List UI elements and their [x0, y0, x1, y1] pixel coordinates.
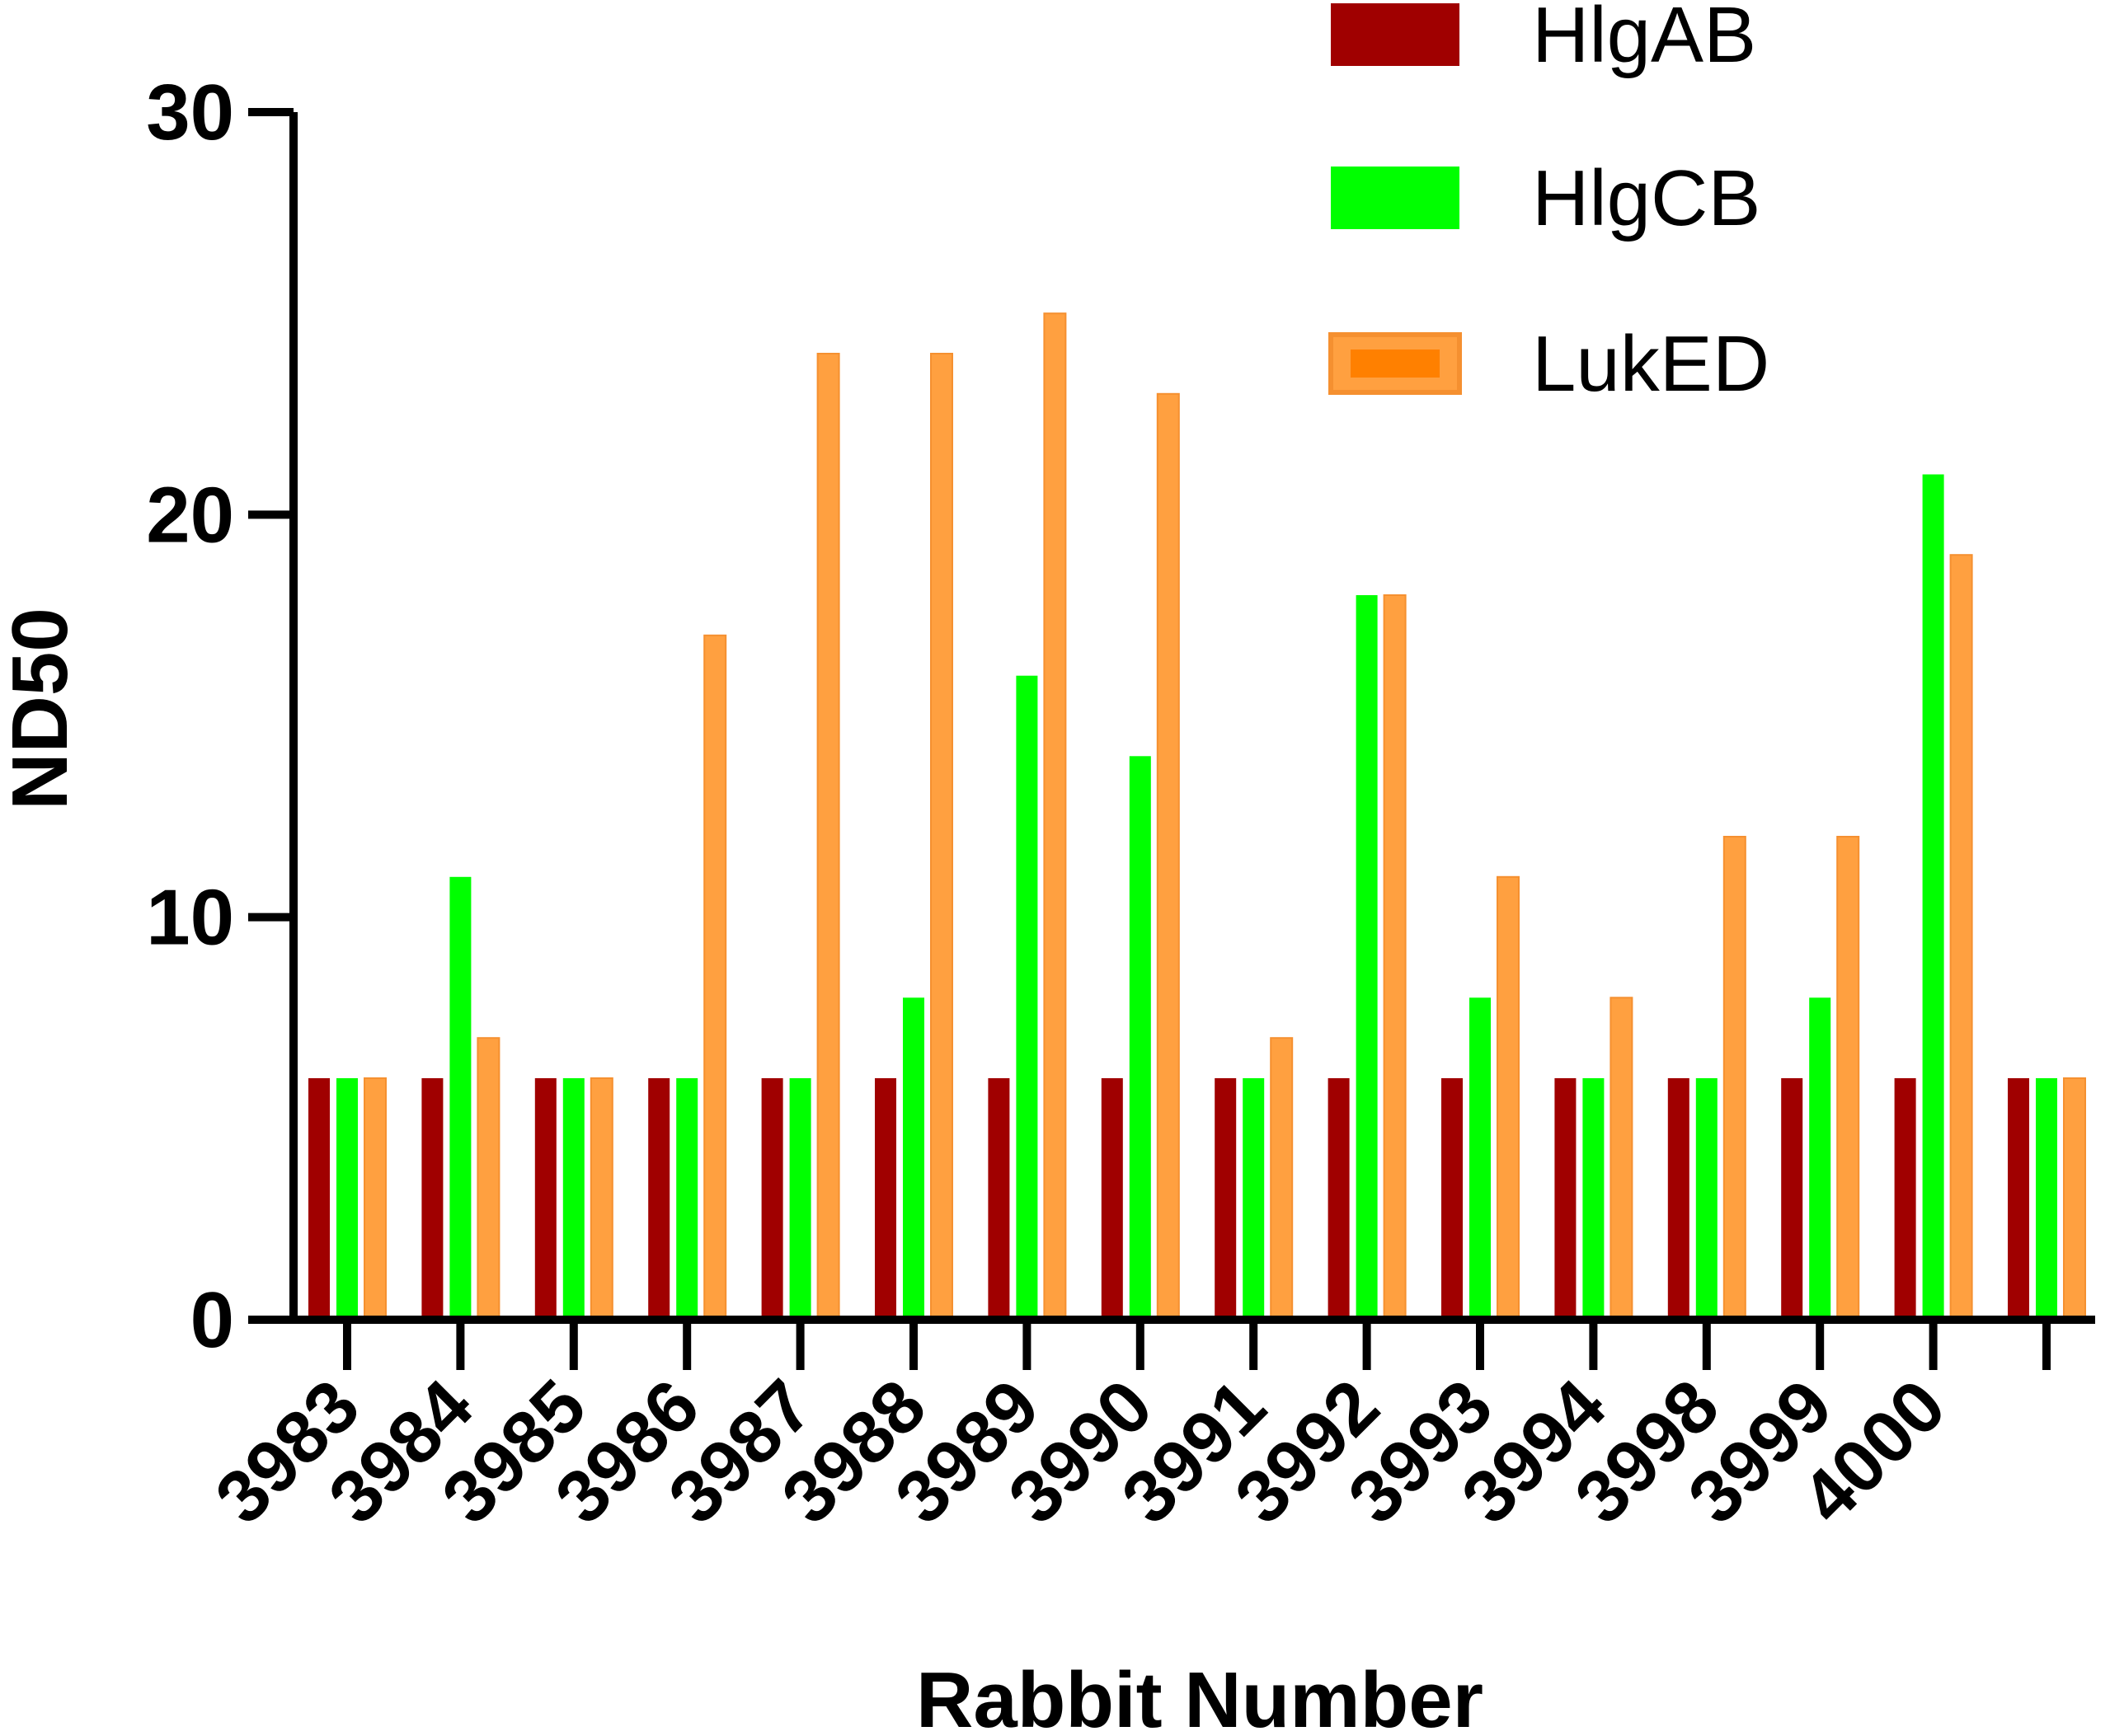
bar-hlgab-3990	[1101, 1078, 1123, 1320]
bar-luked-3993	[1497, 875, 1520, 1321]
bar-hlgab-blank-15	[2008, 1078, 2029, 1320]
bar-hlgcb-3993	[1469, 997, 1491, 1320]
bar-hlgcb-3984	[449, 876, 472, 1320]
bar-luked-3985	[590, 1077, 613, 1321]
bar-luked-3998	[1722, 836, 1746, 1321]
bar-hlgab-4000	[1894, 1078, 1916, 1320]
bar-hlgab-3989	[988, 1078, 1010, 1320]
bar-luked-3994	[1610, 997, 1633, 1321]
bar-luked-3983	[364, 1077, 387, 1321]
bar-hlgcb-3990	[1129, 756, 1151, 1320]
bar-hlgcb-3992	[1356, 595, 1378, 1320]
y-axis-label: ND50	[0, 608, 84, 809]
bar-hlgab-3992	[1328, 1078, 1350, 1320]
bar-hlgab-3994	[1554, 1078, 1577, 1320]
bar-hlgcb-3989	[1016, 675, 1038, 1320]
bar-hlgcb-3983	[336, 1078, 358, 1320]
bar-hlgab-3993	[1441, 1078, 1463, 1320]
bar-luked-3986	[703, 634, 727, 1321]
bar-luked-3989	[1043, 312, 1067, 1321]
bar-hlgab-3999	[1781, 1078, 1803, 1320]
bar-luked-3987	[816, 353, 840, 1321]
bar-luked-3990	[1156, 392, 1180, 1321]
bar-hlgcb-3991	[1243, 1078, 1265, 1320]
bar-luked-3992	[1383, 594, 1407, 1321]
bar-hlgcb-3986	[676, 1078, 698, 1320]
bar-hlgcb-3999	[1809, 997, 1831, 1320]
bar-luked-4000	[1949, 554, 1973, 1321]
legend-swatch-hlgcb	[1331, 167, 1459, 229]
y-ticks-layer: 0 10 20 30	[146, 68, 294, 1364]
y-tick-label-10: 10	[146, 874, 234, 962]
bar-hlgcb-4000	[1922, 474, 1944, 1320]
bar-hlgcb-3998	[1695, 1078, 1718, 1320]
bar-luked-3991	[1270, 1037, 1294, 1321]
bar-hlgcb-3994	[1582, 1078, 1605, 1320]
axes-layer	[289, 112, 2095, 1324]
bar-luked-blank-15	[2063, 1077, 2086, 1321]
bar-hlgab-3983	[308, 1078, 330, 1320]
bar-hlgab-3984	[421, 1078, 444, 1320]
bar-hlgab-3987	[761, 1078, 783, 1320]
x-ticks-layer: 3983398439853986398739883989399039913992…	[200, 1320, 2051, 1540]
bar-luked-3999	[1836, 836, 1860, 1321]
legend-label-hlgcb: HlgCB	[1532, 154, 1760, 242]
bar-hlgcb-3985	[562, 1078, 585, 1320]
bar-hlgab-3998	[1667, 1078, 1689, 1320]
bar-hlgab-3988	[875, 1078, 896, 1320]
bar-hlgab-3991	[1215, 1078, 1237, 1320]
bar-hlgcb-3988	[903, 997, 924, 1320]
bar-hlgcb-3987	[789, 1078, 811, 1320]
bar-hlgcb-blank-15	[2036, 1078, 2057, 1320]
legend-label-luked: LukED	[1532, 320, 1769, 408]
bar-hlgab-3985	[534, 1078, 557, 1320]
legend-label-hlgab: HlgAB	[1532, 0, 1756, 79]
bars-layer	[308, 312, 2086, 1321]
legend-swatch-inner-luked	[1351, 350, 1440, 378]
bar-luked-3988	[930, 353, 953, 1321]
y-tick-label-20: 20	[146, 471, 234, 559]
y-tick-label-0: 0	[190, 1276, 234, 1364]
y-tick-label-30: 30	[146, 68, 234, 157]
bar-hlgab-3986	[648, 1078, 670, 1320]
legend-swatch-hlgab	[1331, 3, 1459, 66]
x-axis-label: Rabbit Number	[916, 1656, 1483, 1736]
bar-luked-3984	[477, 1037, 500, 1321]
legend: HlgAB HlgCB LukED	[1328, 0, 1769, 408]
